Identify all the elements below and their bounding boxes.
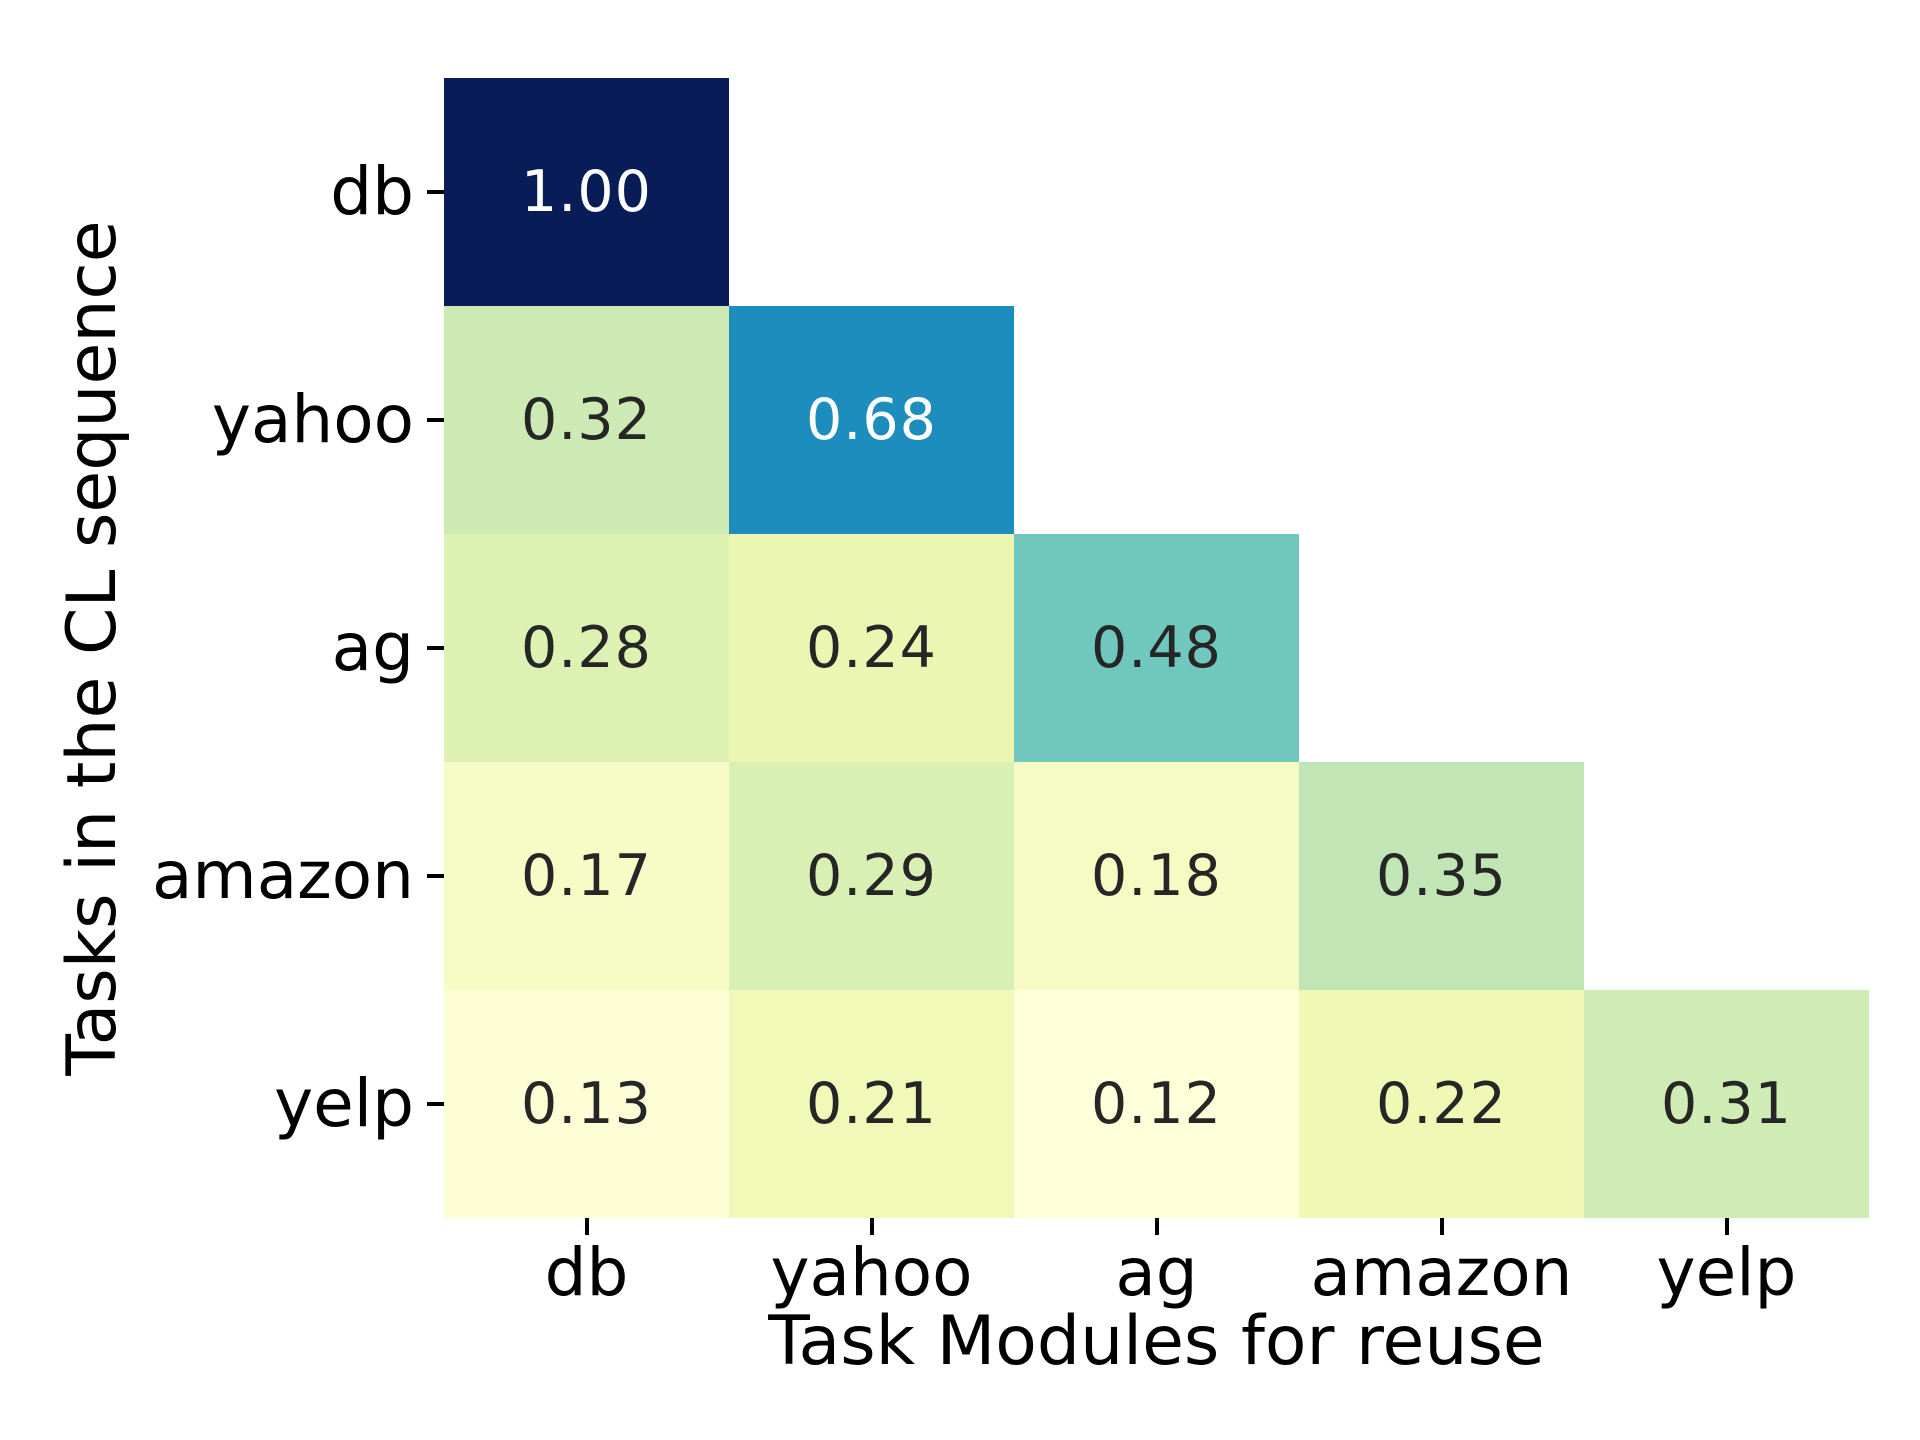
heatmap-cell-ag-db: 0.28 xyxy=(444,534,729,762)
heatmap-cell-yelp-db: 0.13 xyxy=(444,990,729,1218)
y-tick-label-db: db xyxy=(330,153,414,230)
x-tick-mark xyxy=(869,1218,874,1235)
cell-value: 0.17 xyxy=(521,842,652,909)
cell-value: 0.12 xyxy=(1091,1070,1222,1137)
heatmap-cell-amazon-yahoo: 0.29 xyxy=(729,762,1014,990)
x-tick-label-ag: ag xyxy=(1115,1234,1198,1311)
x-tick-label-yelp: yelp xyxy=(1656,1234,1797,1311)
heatmap-cell-ag-ag: 0.48 xyxy=(1014,534,1299,762)
cell-value: 0.35 xyxy=(1376,842,1507,909)
cell-value: 0.32 xyxy=(521,386,652,453)
x-tick-label-amazon: amazon xyxy=(1310,1234,1573,1311)
cell-value: 0.48 xyxy=(1091,614,1222,681)
y-tick-label-yahoo: yahoo xyxy=(211,381,414,458)
x-tick-mark xyxy=(584,1218,589,1235)
heatmap-cell-amazon-ag: 0.18 xyxy=(1014,762,1299,990)
cell-value: 0.21 xyxy=(806,1070,937,1137)
heatmap-cell-db-db: 1.00 xyxy=(444,78,729,306)
x-tick-label-db: db xyxy=(544,1234,629,1311)
x-tick-mark xyxy=(1439,1218,1444,1235)
cell-value: 0.28 xyxy=(521,614,652,681)
heatmap-cell-yelp-amazon: 0.22 xyxy=(1299,990,1584,1218)
heatmap-cell-ag-yahoo: 0.24 xyxy=(729,534,1014,762)
cell-value: 0.13 xyxy=(521,1070,652,1137)
cell-value: 0.31 xyxy=(1661,1070,1792,1137)
heatmap-cell-amazon-amazon: 0.35 xyxy=(1299,762,1584,990)
cell-value: 0.29 xyxy=(806,842,937,909)
y-tick-label-yelp: yelp xyxy=(274,1065,414,1142)
y-tick-label-ag: ag xyxy=(331,609,414,686)
x-axis-label: Task Modules for reuse xyxy=(768,1302,1545,1381)
heatmap-cell-yahoo-yahoo: 0.68 xyxy=(729,306,1014,534)
heatmap-cell-yelp-yahoo: 0.21 xyxy=(729,990,1014,1218)
y-tick-mark xyxy=(427,418,444,422)
heatmap-cell-amazon-db: 0.17 xyxy=(444,762,729,990)
y-tick-mark xyxy=(427,1102,444,1106)
y-tick-label-amazon: amazon xyxy=(151,837,414,914)
heatmap-cell-yelp-yelp: 0.31 xyxy=(1584,990,1869,1218)
heatmap-cell-yahoo-db: 0.32 xyxy=(444,306,729,534)
x-tick-label-yahoo: yahoo xyxy=(770,1234,973,1311)
cell-value: 0.24 xyxy=(806,614,937,681)
y-tick-mark xyxy=(427,646,444,650)
y-axis-label: Tasks in the CL sequence xyxy=(53,220,132,1076)
x-tick-mark xyxy=(1724,1218,1729,1235)
cell-value: 0.22 xyxy=(1376,1070,1507,1137)
heatmap-cell-yelp-ag: 0.12 xyxy=(1014,990,1299,1218)
x-tick-mark xyxy=(1154,1218,1159,1235)
cell-value: 0.68 xyxy=(806,386,937,453)
cell-value: 1.00 xyxy=(521,158,652,225)
y-tick-mark xyxy=(427,190,444,194)
cell-value: 0.18 xyxy=(1091,842,1222,909)
y-tick-mark xyxy=(427,874,444,878)
